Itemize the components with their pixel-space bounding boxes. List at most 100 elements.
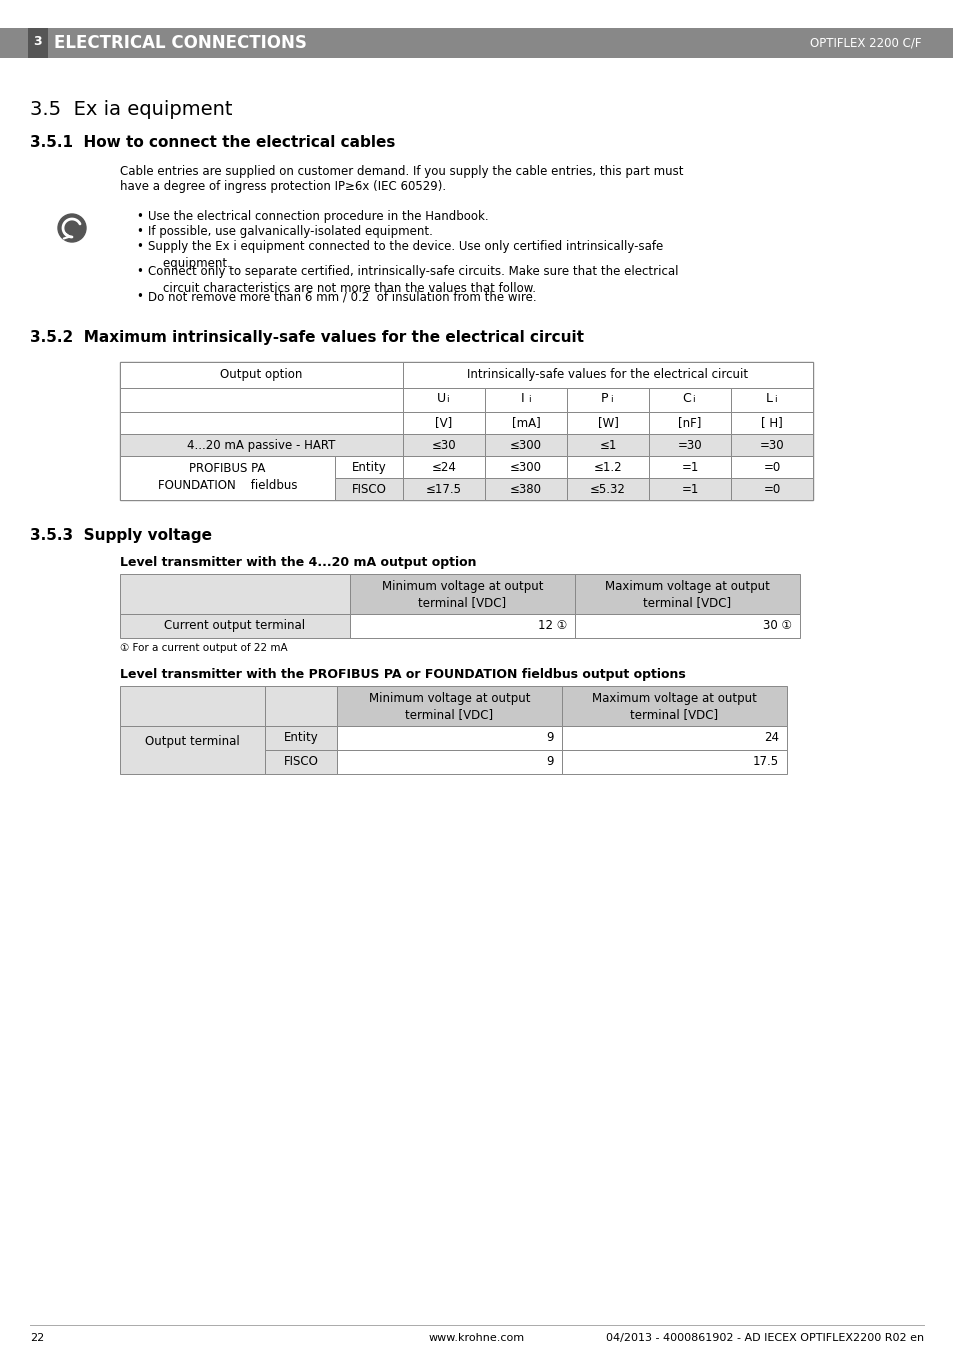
Text: Level transmitter with the 4...20 mA output option: Level transmitter with the 4...20 mA out…	[120, 557, 476, 569]
Text: Level transmitter with the PROFIBUS PA or FOUNDATION fieldbus output options: Level transmitter with the PROFIBUS PA o…	[120, 667, 685, 681]
Bar	[566, 457, 648, 478]
Text: Intrinsically-safe values for the electrical circuit: Intrinsically-safe values for the electr…	[467, 367, 748, 381]
Bar	[120, 362, 812, 500]
Text: =1: =1	[680, 461, 698, 474]
Text: ≤5.32: ≤5.32	[590, 484, 625, 496]
Text: Minimum voltage at output
terminal [VDC]: Minimum voltage at output terminal [VDC]	[381, 580, 542, 609]
Bar	[120, 613, 350, 638]
Text: If possible, use galvanically-isolated equipment.: If possible, use galvanically-isolated e…	[148, 226, 433, 238]
Text: U: U	[436, 392, 445, 405]
Bar	[566, 478, 648, 500]
Text: www.krohne.com: www.krohne.com	[429, 1333, 524, 1343]
Bar	[28, 28, 48, 58]
Bar	[484, 478, 566, 500]
Text: i: i	[773, 394, 776, 404]
Text: 3.5  Ex ia equipment: 3.5 Ex ia equipment	[30, 100, 233, 119]
Bar	[120, 388, 402, 412]
Bar	[566, 388, 648, 412]
Text: 22: 22	[30, 1333, 44, 1343]
Bar	[336, 750, 561, 774]
Bar	[120, 412, 402, 434]
Bar	[561, 725, 786, 750]
Bar	[730, 434, 812, 457]
Text: i: i	[691, 394, 694, 404]
Bar	[730, 478, 812, 500]
Bar	[648, 457, 730, 478]
Text: =0: =0	[762, 484, 780, 496]
Bar	[730, 388, 812, 412]
Text: 17.5: 17.5	[752, 755, 779, 767]
Text: i: i	[527, 394, 530, 404]
Bar	[402, 434, 484, 457]
Bar	[484, 434, 566, 457]
Text: •: •	[136, 209, 143, 223]
Bar	[335, 478, 402, 500]
Bar	[402, 362, 812, 388]
Text: Maximum voltage at output
terminal [VDC]: Maximum voltage at output terminal [VDC]	[604, 580, 769, 609]
Text: Cable entries are supplied on customer demand. If you supply the cable entries, : Cable entries are supplied on customer d…	[120, 165, 682, 178]
Bar	[648, 478, 730, 500]
Bar	[484, 457, 566, 478]
Text: Connect only to separate certified, intrinsically-safe circuits. Make sure that : Connect only to separate certified, intr…	[148, 265, 678, 295]
Text: 9: 9	[546, 755, 554, 767]
Bar	[120, 362, 402, 388]
Text: ≤24: ≤24	[431, 461, 456, 474]
Text: Use the electrical connection procedure in the Handbook.: Use the electrical connection procedure …	[148, 209, 488, 223]
Bar	[575, 574, 800, 613]
Text: FISCO: FISCO	[283, 755, 318, 767]
Text: OPTIFLEX 2200 C/F: OPTIFLEX 2200 C/F	[810, 36, 921, 50]
Text: Do not remove more than 6 mm / 0.2  of insulation from the wire.: Do not remove more than 6 mm / 0.2 of in…	[148, 290, 536, 303]
Text: 24: 24	[763, 731, 779, 744]
Text: ≤1: ≤1	[598, 439, 616, 453]
Text: L: L	[764, 392, 772, 405]
Text: 04/2013 - 4000861902 - AD IECEX OPTIFLEX2200 R02 en: 04/2013 - 4000861902 - AD IECEX OPTIFLEX…	[605, 1333, 923, 1343]
Bar	[402, 457, 484, 478]
Text: Current output terminal: Current output terminal	[164, 619, 305, 632]
Text: FISCO: FISCO	[352, 484, 386, 496]
Text: PROFIBUS PA
FOUNDATION    fieldbus: PROFIBUS PA FOUNDATION fieldbus	[157, 462, 297, 492]
Text: •: •	[136, 240, 143, 253]
Bar	[120, 457, 335, 500]
Text: ≤300: ≤300	[510, 439, 541, 453]
Bar	[265, 725, 336, 750]
Text: [nF]: [nF]	[678, 416, 701, 430]
Text: =0: =0	[762, 461, 780, 474]
Bar	[336, 725, 561, 750]
Bar	[350, 613, 575, 638]
Bar	[575, 613, 800, 638]
Text: 3.5.2  Maximum intrinsically-safe values for the electrical circuit: 3.5.2 Maximum intrinsically-safe values …	[30, 330, 583, 345]
Text: ① For a current output of 22 mA: ① For a current output of 22 mA	[120, 643, 287, 653]
Text: C: C	[682, 392, 691, 405]
Bar	[730, 412, 812, 434]
Text: 3.5.1  How to connect the electrical cables: 3.5.1 How to connect the electrical cabl…	[30, 135, 395, 150]
Bar	[566, 412, 648, 434]
Text: ≤380: ≤380	[510, 484, 541, 496]
Text: •: •	[136, 265, 143, 278]
Bar	[648, 412, 730, 434]
Bar	[484, 388, 566, 412]
Text: Output terminal: Output terminal	[145, 735, 239, 748]
Bar	[120, 686, 265, 725]
Text: 9: 9	[546, 731, 554, 744]
Text: 4...20 mA passive - HART: 4...20 mA passive - HART	[187, 439, 335, 453]
Text: 30 ①: 30 ①	[762, 619, 791, 632]
Text: [V]: [V]	[435, 416, 452, 430]
Text: =1: =1	[680, 484, 698, 496]
Text: I: I	[520, 392, 524, 405]
Bar	[402, 478, 484, 500]
Text: Maximum voltage at output
terminal [VDC]: Maximum voltage at output terminal [VDC]	[592, 692, 756, 721]
Bar	[566, 434, 648, 457]
Text: ≤17.5: ≤17.5	[426, 484, 461, 496]
Bar	[484, 412, 566, 434]
Bar	[335, 457, 402, 478]
Text: •: •	[136, 290, 143, 303]
Circle shape	[58, 213, 86, 242]
Bar	[648, 434, 730, 457]
Text: 3: 3	[33, 35, 42, 49]
Text: have a degree of ingress protection IP≥6x (IEC 60529).: have a degree of ingress protection IP≥6…	[120, 180, 446, 193]
Bar	[336, 686, 561, 725]
Text: Entity: Entity	[352, 461, 386, 474]
Text: •: •	[136, 226, 143, 238]
Text: 12 ①: 12 ①	[537, 619, 566, 632]
Text: ≤300: ≤300	[510, 461, 541, 474]
